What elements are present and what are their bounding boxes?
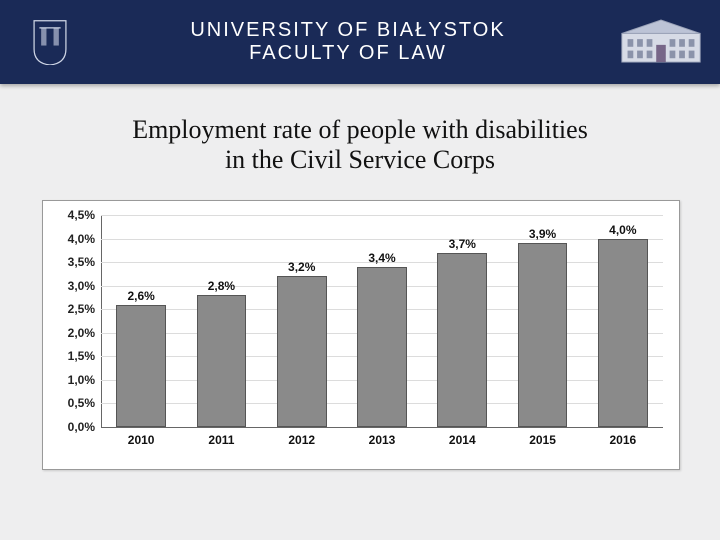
x-tick-label: 2013 bbox=[351, 433, 413, 447]
y-tick-label: 2,0% bbox=[51, 326, 95, 340]
bar bbox=[277, 276, 327, 427]
bar bbox=[197, 295, 247, 427]
y-tick-label: 4,5% bbox=[51, 208, 95, 222]
x-tick-label: 2016 bbox=[592, 433, 654, 447]
y-tick-label: 1,0% bbox=[51, 373, 95, 387]
chart-container: 2,6% 2010 2,8% 2011 3,2% 2012 3,4% 2013 3,7% 2014… bbox=[42, 200, 680, 470]
bar-value-label: 3,9% bbox=[512, 227, 574, 241]
slide: UNIVERSITY OF BIAŁYSTOK FACULTY OF LAW bbox=[0, 0, 720, 540]
bar-value-label: 3,4% bbox=[351, 251, 413, 265]
y-tick-label: 3,5% bbox=[51, 255, 95, 269]
faculty-name: FACULTY OF LAW bbox=[190, 42, 505, 65]
header-band: UNIVERSITY OF BIAŁYSTOK FACULTY OF LAW bbox=[0, 0, 720, 84]
bar-value-label: 3,7% bbox=[431, 237, 493, 251]
x-tick-label: 2012 bbox=[271, 433, 333, 447]
x-tick-label: 2011 bbox=[191, 433, 253, 447]
building-icon bbox=[616, 17, 706, 67]
y-axis bbox=[101, 215, 102, 427]
title-line-1: Employment rate of people with disabilit… bbox=[0, 115, 720, 145]
bar bbox=[357, 267, 407, 427]
header-titles: UNIVERSITY OF BIAŁYSTOK FACULTY OF LAW bbox=[190, 19, 505, 65]
bar-value-label: 3,2% bbox=[271, 260, 333, 274]
bar bbox=[598, 239, 648, 427]
slide-title: Employment rate of people with disabilit… bbox=[0, 115, 720, 175]
y-tick-label: 0,0% bbox=[51, 420, 95, 434]
bar-value-label: 4,0% bbox=[592, 223, 654, 237]
bar-value-label: 2,6% bbox=[110, 289, 172, 303]
y-tick-label: 2,5% bbox=[51, 302, 95, 316]
y-tick-label: 1,5% bbox=[51, 349, 95, 363]
x-axis bbox=[101, 427, 663, 428]
title-line-2: in the Civil Service Corps bbox=[0, 145, 720, 175]
bar bbox=[116, 305, 166, 427]
university-name: UNIVERSITY OF BIAŁYSTOK bbox=[190, 19, 505, 42]
university-crest-icon bbox=[20, 12, 80, 72]
bar bbox=[518, 243, 568, 427]
x-tick-label: 2010 bbox=[110, 433, 172, 447]
x-tick-label: 2015 bbox=[512, 433, 574, 447]
grid-line bbox=[101, 239, 663, 240]
chart-plot-area: 2,6%20102,8%20113,2%20123,4%20133,7%2014… bbox=[101, 215, 663, 427]
y-tick-label: 4,0% bbox=[51, 232, 95, 246]
bar bbox=[437, 253, 487, 427]
y-tick-label: 0,5% bbox=[51, 396, 95, 410]
bar-value-label: 2,8% bbox=[191, 279, 253, 293]
grid-line bbox=[101, 215, 663, 216]
y-tick-label: 3,0% bbox=[51, 279, 95, 293]
x-tick-label: 2014 bbox=[431, 433, 493, 447]
